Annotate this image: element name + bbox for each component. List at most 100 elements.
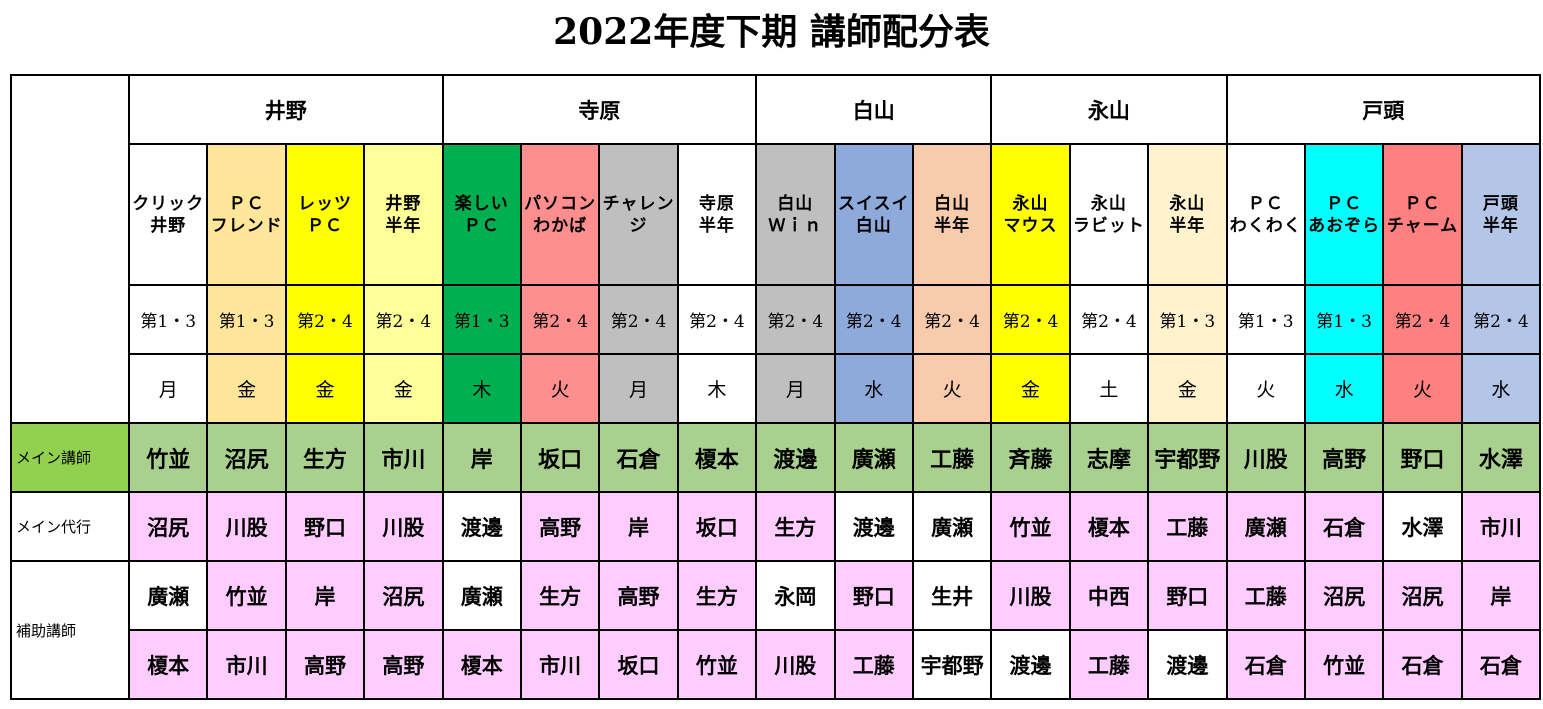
substitute-instructor: 石倉	[1303, 491, 1385, 562]
course-day: 土	[1068, 353, 1150, 424]
course-name-line1: スイスイ	[837, 193, 910, 214]
course-name-line2: ＰＣ	[306, 215, 343, 236]
course-name-line2: 半年	[934, 215, 971, 236]
course-name: ＰＣ チャーム	[1382, 143, 1463, 286]
assistant-instructor-2: 竹並	[1303, 629, 1385, 700]
assistant-instructor-2: 石倉	[1382, 629, 1463, 700]
course-day: 水	[833, 353, 914, 424]
assistant-instructor-1: 竹並	[206, 560, 287, 631]
substitute-instructor: 川股	[206, 491, 287, 562]
course-name: ＰＣ あおぞら	[1303, 143, 1385, 286]
location-header: 寺原	[441, 74, 758, 145]
assistant-instructor-1: 野口	[1147, 560, 1228, 631]
course-name-line1: 楽しい	[454, 193, 509, 214]
substitute-instructor: 高野	[519, 491, 601, 562]
course-name: ＰＣ フレンド	[206, 143, 287, 286]
assistant-instructor-1: 生方	[676, 560, 758, 631]
corner-cell	[10, 74, 130, 424]
course-day: 金	[206, 353, 287, 424]
main-instructor: 工藤	[911, 422, 993, 493]
substitute-instructor: 水澤	[1382, 491, 1463, 562]
course-week: 第2・4	[519, 284, 601, 355]
assistant-instructor-2: 石倉	[1460, 629, 1542, 700]
assistant-instructor-1: 沼尻	[363, 560, 444, 631]
course-name-line1: ＰＣ	[1247, 193, 1284, 214]
assistant-instructor-1: 川股	[990, 560, 1071, 631]
main-instructor: 志摩	[1068, 422, 1150, 493]
course-day: 水	[1460, 353, 1542, 424]
course-name-line1: 白山	[934, 193, 971, 214]
substitute-instructor: 岸	[598, 491, 679, 562]
course-day: 火	[1382, 353, 1463, 424]
course-name-line1: レッツ	[297, 193, 352, 214]
course-week: 第2・4	[1382, 284, 1463, 355]
assistant-instructor-1: 沼尻	[1382, 560, 1463, 631]
assistant-instructor-2: 市川	[206, 629, 287, 700]
course-day: 金	[284, 353, 366, 424]
course-day: 金	[1147, 353, 1228, 424]
course-name-line2: フレンド	[210, 215, 283, 236]
assistant-instructor-2: 坂口	[598, 629, 679, 700]
main-instructor: 市川	[363, 422, 444, 493]
course-week: 第1・3	[127, 284, 209, 355]
substitute-instructor: 市川	[1460, 491, 1542, 562]
course-day: 火	[519, 353, 601, 424]
main-instructor: 宇都野	[1147, 422, 1228, 493]
substitute-instructor: 榎本	[1068, 491, 1150, 562]
course-name: 楽しい ＰＣ	[441, 143, 522, 286]
course-name-line2: あおぞら	[1308, 215, 1381, 236]
course-name-line2: 半年	[1169, 215, 1206, 236]
assistant-instructor-1: 高野	[598, 560, 679, 631]
course-name-line1: 白山	[777, 193, 814, 214]
course-day: 金	[363, 353, 444, 424]
course-week: 第2・4	[911, 284, 993, 355]
course-name-line1: クリック	[132, 193, 205, 214]
course-week: 第2・4	[676, 284, 758, 355]
main-instructor: 榎本	[676, 422, 758, 493]
assistant-instructor-1: 廣瀬	[441, 560, 522, 631]
row-label-substitute: メイン代行	[10, 491, 130, 562]
assistant-instructor-2: 石倉	[1225, 629, 1306, 700]
course-name-line1: 井野	[385, 193, 422, 214]
assistant-instructor-2: 工藤	[833, 629, 914, 700]
course-week: 第2・4	[284, 284, 366, 355]
assistant-instructor-1: 生井	[911, 560, 993, 631]
substitute-instructor: 渡邊	[441, 491, 522, 562]
course-name-line2: Ｗｉｎ	[768, 215, 823, 236]
assistant-instructor-1: 生方	[519, 560, 601, 631]
course-name-line1: チャレン	[602, 193, 675, 214]
course-name-line2: わかば	[533, 215, 588, 236]
course-day: 月	[755, 353, 836, 424]
course-name-line2: わくわく	[1229, 215, 1302, 236]
assistant-instructor-2: 宇都野	[911, 629, 993, 700]
course-name: チャレンジ	[598, 143, 679, 286]
course-week: 第2・4	[598, 284, 679, 355]
course-name-line1: 永山	[1090, 193, 1127, 214]
course-name: 白山 半年	[911, 143, 993, 286]
main-instructor: 竹並	[127, 422, 209, 493]
substitute-instructor: 廣瀬	[1225, 491, 1306, 562]
instructor-allocation-table: 井野 寺原 白山 永山 戸頭 クリック 井野 ＰＣ フレンド レッツ ＰＣ 井野 半年 楽しい ＰＣ パソコン…	[10, 74, 1542, 700]
course-name-line1: 戸頭	[1482, 193, 1519, 214]
course-name: 井野 半年	[363, 143, 444, 286]
course-name-line2: チャーム	[1386, 215, 1459, 236]
main-instructor: 沼尻	[206, 422, 287, 493]
course-name-line2: 白山	[855, 215, 892, 236]
course-name: 永山 マウス	[990, 143, 1071, 286]
substitute-instructor: 生方	[755, 491, 836, 562]
course-name-line2: ジ	[629, 215, 648, 236]
substitute-instructor: 渡邊	[833, 491, 914, 562]
course-day: 月	[598, 353, 679, 424]
course-week: 第1・3	[1147, 284, 1228, 355]
course-name-line2: ＰＣ	[463, 215, 500, 236]
substitute-instructor: 竹並	[990, 491, 1071, 562]
course-name: 白山 Ｗｉｎ	[755, 143, 836, 286]
course-week: 第1・3	[206, 284, 287, 355]
assistant-instructor-1: 岸	[1460, 560, 1542, 631]
assistant-instructor-1: 沼尻	[1303, 560, 1385, 631]
course-week: 第2・4	[1460, 284, 1542, 355]
course-week: 第2・4	[755, 284, 836, 355]
substitute-instructor: 工藤	[1147, 491, 1228, 562]
course-name-line2: 半年	[1482, 215, 1519, 236]
assistant-instructor-2: 榎本	[127, 629, 209, 700]
